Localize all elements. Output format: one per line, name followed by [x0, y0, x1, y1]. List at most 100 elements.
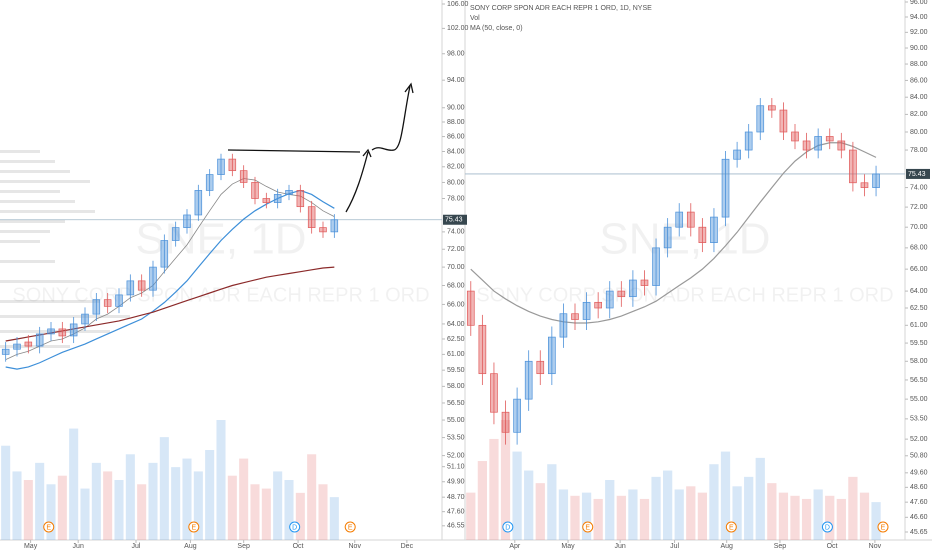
- candle-body: [744, 131, 753, 151]
- volume-bar: [744, 476, 754, 540]
- candle-body: [582, 301, 591, 320]
- y-tick-label: 88.00: [910, 61, 928, 68]
- event-label: D: [292, 524, 297, 531]
- y-tick-label: 46.60: [910, 514, 928, 521]
- y-tick-label: 49.90: [447, 479, 465, 486]
- x-tick-label: Oct: [827, 543, 838, 550]
- candle-body: [13, 343, 21, 350]
- y-tick-label: 56.50: [910, 377, 928, 384]
- y-tick-label: 46.55: [447, 523, 465, 530]
- volume-bar: [512, 451, 522, 540]
- x-tick-label: Apr: [509, 543, 521, 550]
- y-tick-label: 90.00: [910, 45, 928, 52]
- candle-body: [524, 360, 533, 400]
- volume-bar: [535, 483, 545, 540]
- volume-bar: [171, 467, 181, 540]
- volume-bar: [69, 428, 79, 540]
- x-tick-label: Jun: [73, 543, 84, 550]
- candle-body: [115, 294, 123, 307]
- volume-bar: [593, 498, 603, 540]
- y-tick-label: 53.50: [910, 416, 928, 423]
- event-marker: [188, 521, 200, 533]
- candle-body: [137, 280, 146, 291]
- volume-bar: [581, 492, 592, 540]
- volume-bar: [307, 454, 317, 540]
- y-tick-label: 64.00: [447, 321, 465, 328]
- event-marker: [502, 521, 514, 533]
- x-tick-label: Dec: [401, 543, 414, 550]
- volume-bar: [616, 495, 626, 540]
- x-tick-label: Sep: [237, 543, 250, 550]
- moving-average: [5, 189, 335, 370]
- y-tick-label: 102.00: [447, 25, 469, 32]
- candle-body: [849, 149, 857, 184]
- candle-body: [501, 411, 510, 433]
- candle-body: [239, 170, 248, 183]
- volume-bar: [273, 471, 283, 540]
- volume-bar: [674, 489, 684, 540]
- volume-bar: [755, 457, 765, 540]
- volume-bar: [103, 471, 113, 540]
- watermark: SONY CORP SPON ADR EACH REPR 1 ORD: [476, 284, 893, 306]
- candle-body: [69, 323, 78, 337]
- y-tick-label: 86.00: [447, 133, 465, 140]
- moving-average: [470, 142, 877, 324]
- y-tick-label: 94.00: [447, 77, 465, 84]
- volume-bar: [148, 462, 158, 540]
- candle-body: [251, 182, 259, 199]
- event-marker: [582, 521, 594, 533]
- candle-body: [791, 131, 799, 142]
- volume-bar: [477, 461, 487, 540]
- volume-bar: [489, 438, 499, 540]
- volume-bar: [709, 464, 719, 540]
- last-price-box: [443, 214, 467, 225]
- candle-body: [319, 227, 327, 233]
- candle-body: [814, 136, 822, 151]
- y-tick-label: 74.00: [910, 184, 928, 191]
- x-tick-label: May: [561, 543, 575, 550]
- volume-bar: [193, 471, 203, 540]
- y-tick-label: 80.00: [910, 129, 928, 136]
- candle-body: [548, 336, 556, 375]
- y-tick-label: 66.00: [910, 266, 928, 273]
- volume-bar: [697, 492, 707, 540]
- candle-body: [675, 211, 684, 228]
- y-tick-label: 74.00: [447, 229, 465, 236]
- y-tick-label: 58.00: [447, 383, 465, 390]
- volume-bar: [686, 486, 696, 540]
- event-marker: [725, 521, 737, 533]
- y-tick-label: 53.50: [447, 434, 465, 441]
- volume-bar: [1, 445, 11, 540]
- candle-body: [536, 360, 545, 375]
- volume-bar: [732, 486, 742, 540]
- candle-body: [262, 198, 271, 203]
- y-tick-label: 82.00: [447, 164, 465, 171]
- candle-body: [686, 211, 695, 228]
- y-tick-label: 64.00: [910, 288, 928, 295]
- candle-body: [721, 158, 730, 218]
- volume-bar: [80, 488, 90, 540]
- candle-body: [594, 301, 602, 309]
- candle-body: [285, 190, 293, 195]
- candle-body: [160, 240, 169, 268]
- volume-bar: [216, 420, 226, 540]
- volume-bar: [329, 497, 339, 540]
- event-label: E: [881, 524, 886, 531]
- event-label: E: [729, 524, 734, 531]
- candle-body: [629, 279, 637, 298]
- volume-bar: [91, 462, 101, 540]
- volume-bar: [570, 495, 580, 540]
- y-tick-label: 55.00: [910, 396, 928, 403]
- y-tick-label: 106.00: [447, 1, 469, 8]
- volume-bar: [35, 462, 45, 540]
- y-tick-label: 55.00: [447, 417, 465, 424]
- candle-body: [860, 182, 869, 188]
- x-tick-label: May: [24, 543, 38, 550]
- x-tick-label: Nov: [869, 543, 882, 550]
- event-label: E: [348, 524, 353, 531]
- event-marker: [43, 521, 55, 533]
- candle-body: [466, 290, 475, 326]
- candle-body: [617, 290, 626, 298]
- y-tick-label: 56.50: [447, 400, 465, 407]
